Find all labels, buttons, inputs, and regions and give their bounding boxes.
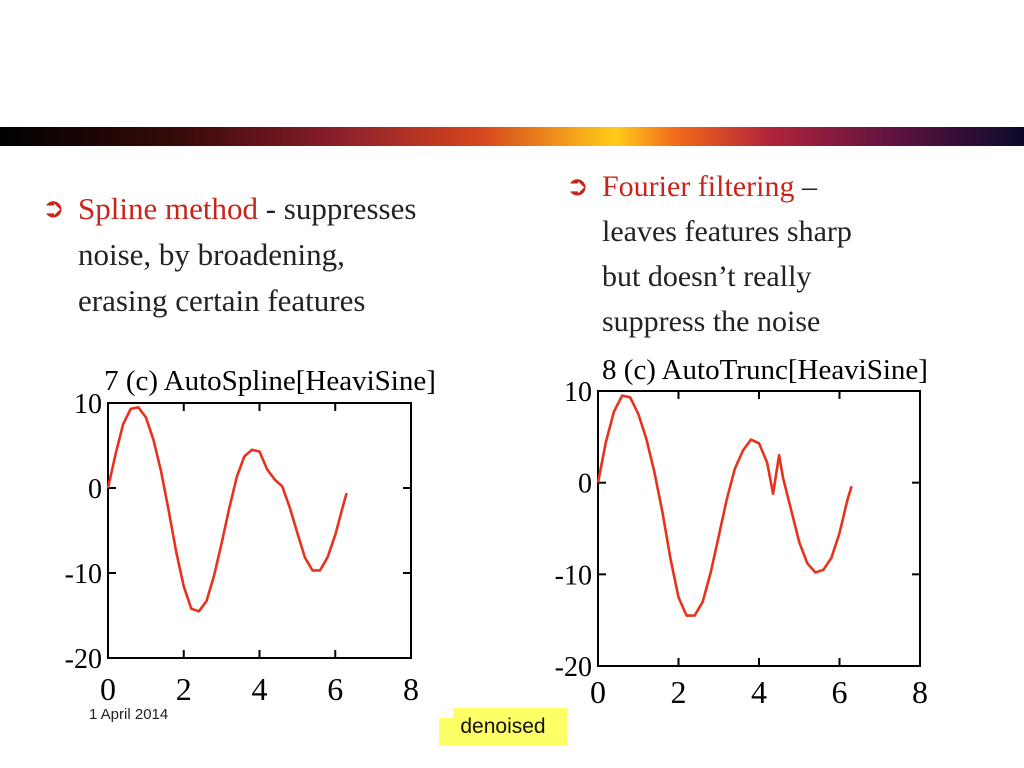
left-bullet-line-1: Spline method - suppresses [42, 186, 542, 232]
right-bullet-line-2: leaves features sharp [602, 215, 852, 248]
autospline-ytick-label: 10 [74, 389, 102, 420]
autotrunc-xtick-label: 4 [751, 674, 767, 710]
autotrunc-chart-title: 8 (c) AutoTrunc[HeaviSine] [602, 354, 928, 386]
tag-notch [439, 708, 453, 718]
left-bullet-line-3: erasing certain features [78, 283, 366, 318]
footer-date: 1 April 2014 [89, 706, 169, 723]
autospline-chart: 7 (c) AutoSpline[HeaviSine]100-10-200 2 4 6… [65, 365, 436, 707]
autospline-series-line [106, 406, 348, 613]
autotrunc-ytick-label: 10 [564, 377, 592, 408]
autotrunc-chart: 8 (c) AutoTrunc[HeaviSine]100-10-200 2 4 6 8 [555, 354, 928, 710]
right-bullet-line-4: suppress the noise [602, 305, 821, 338]
autospline-ytick-label: -20 [65, 644, 102, 675]
autotrunc-ytick-label: -10 [555, 560, 592, 591]
autospline-ytick-label: 0 [88, 474, 102, 505]
autospline-ytick-label: -10 [65, 559, 102, 590]
right-bullet-line-1-rest: – [794, 170, 817, 203]
autospline-xtick-label: 0 [100, 671, 116, 707]
autotrunc-xtick-label: 6 [832, 674, 848, 710]
spline-method-label: Spline method [78, 191, 258, 226]
autospline-xtick-label: 6 [327, 671, 343, 707]
bullet-arrow-icon: ➲ [42, 193, 65, 224]
autospline-xtick-label: 2 [176, 671, 192, 707]
title-gradient-bar [0, 127, 1024, 146]
right-bullet-line-3: but doesn’t really [602, 260, 812, 293]
right-bullet: ➲ Fourier filtering – leaves features sh… [566, 164, 966, 344]
autotrunc-xtick-label: 0 [590, 674, 606, 710]
autotrunc-ytick-label: -20 [555, 652, 592, 683]
autotrunc-plot-frame [597, 390, 921, 667]
left-bullet: ➲ Spline method - suppresses noise, by b… [42, 186, 542, 324]
autospline-chart-title: 7 (c) AutoSpline[HeaviSine] [104, 365, 436, 397]
left-bullet-line-1-rest: - suppresses [257, 191, 417, 226]
autospline-xtick-label: 4 [252, 671, 268, 707]
autospline-xtick-label: 8 [403, 671, 419, 707]
right-bullet-line-1: Fourier filtering – [566, 164, 966, 209]
autotrunc-xtick-label: 2 [671, 674, 687, 710]
denoised-tag: denoised [439, 708, 567, 746]
fourier-filtering-label: Fourier filtering [602, 170, 795, 203]
bullet-arrow-icon: ➲ [566, 171, 589, 202]
left-bullet-line-2: noise, by broadening, [78, 237, 345, 272]
autotrunc-ytick-label: 0 [578, 469, 592, 500]
autotrunc-xtick-label: 8 [912, 674, 928, 710]
autotrunc-series-line [596, 394, 853, 617]
